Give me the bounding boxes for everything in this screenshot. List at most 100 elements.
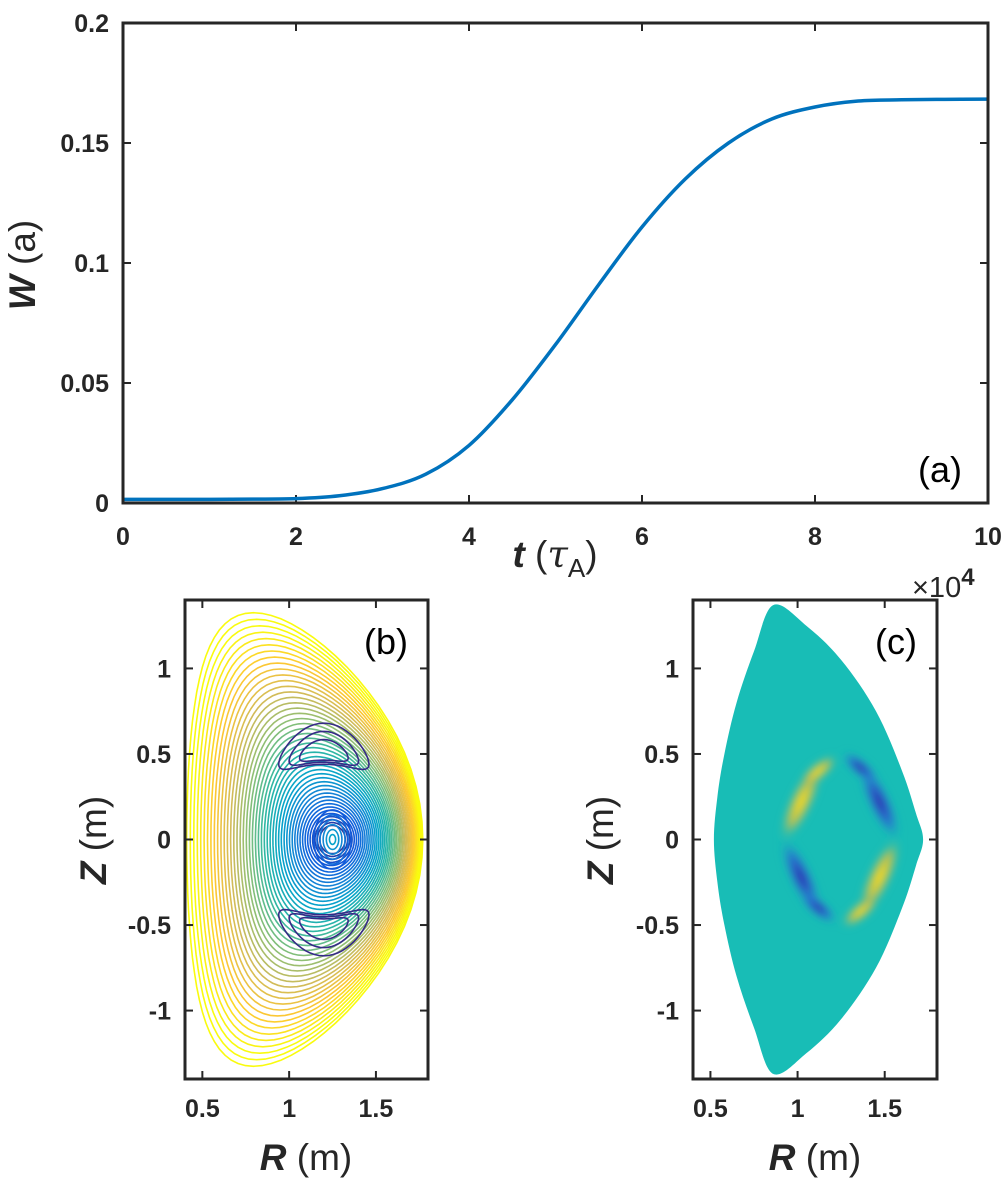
panel-b-ylabel-var: Z	[73, 860, 114, 885]
panel-a-xlabel-var: t	[512, 534, 526, 575]
panel-a-ytick-label: 0.1	[74, 250, 109, 278]
panel-b-core-contour	[328, 833, 337, 846]
panel-b-xtick-label: 0.5	[185, 1095, 220, 1123]
panel-a-x-multiplier: ×104	[912, 564, 975, 604]
panel-c-axes-frame	[691, 598, 939, 1081]
panel-a-x-multiplier-exp: 4	[961, 564, 975, 591]
panel-b: -1 -0.5 0 0.5 1 0.5 1 1.5 (b) R (m) Z (m)	[73, 598, 430, 1178]
panel-a-ylabel: W (a)	[2, 220, 43, 310]
panel-a-xtick-label: 4	[462, 523, 476, 551]
panel-c-xlabel-unit: (m)	[795, 1137, 861, 1178]
panel-c-field	[713, 604, 924, 1075]
panel-c: -1 -0.5 0 0.5 1 0.5 1 1.5 (c) R (m) Z (m)	[580, 598, 939, 1178]
panel-c-plasma-boundary	[713, 604, 924, 1075]
panel-b-flux-contour	[269, 755, 386, 924]
panel-b-island-contour	[288, 912, 360, 949]
panel-b-flux-contour	[299, 799, 364, 880]
panel-a-xtick-label: 10	[974, 523, 1002, 551]
panel-c-ytick-label: 0	[665, 827, 679, 855]
panel-c-ylabel: Z (m)	[580, 796, 621, 885]
panel-a-ytick-label: 0.2	[74, 10, 109, 38]
panel-a-series-line	[122, 97, 989, 502]
panel-b-flux-contour	[309, 812, 356, 867]
panel-b-xtick-labels: 0.5 1 1.5	[185, 1095, 393, 1123]
panel-b-flux-contour	[223, 679, 410, 1000]
panel-a-ytick-label: 0.15	[60, 130, 109, 158]
panel-b-flux-contour	[288, 784, 372, 895]
panel-a-xlabel-sub: A	[568, 553, 586, 583]
panel-a-ytick-labels: 0 0.05 0.1 0.15 0.2	[60, 10, 109, 518]
panel-b-island-contour	[277, 722, 370, 771]
panel-b-flux-contour	[192, 624, 422, 1055]
panel-c-xtick-label: 0.5	[693, 1095, 728, 1123]
panel-c-ytick-label: 0.5	[644, 741, 679, 769]
panel-b-flux-contour	[239, 707, 403, 972]
panel-c-yellow-lobe	[841, 894, 880, 929]
panel-b-tag: (b)	[364, 621, 408, 662]
panel-b-xtick-label: 1.5	[359, 1095, 394, 1123]
panel-b-flux-contour	[280, 772, 378, 907]
panel-b-core-contour	[313, 809, 353, 870]
panel-a-xtick-labels: 0 2 4 6 8 10	[116, 523, 1002, 551]
panel-a-ytick-label: 0	[95, 490, 109, 518]
panel-b-flux-contour	[242, 712, 401, 967]
panel-b-flux-contour	[254, 732, 395, 947]
panel-b-flux-contour	[311, 815, 353, 864]
panel-a-xlabel: t (τA)	[512, 533, 597, 583]
panel-a-xtick-label: 8	[808, 523, 822, 551]
panel-b-axes-frame	[183, 598, 430, 1081]
panel-b-flux-contour	[232, 696, 406, 983]
panel-a: 0 0.05 0.1 0.15 0.2 0 2 4 6 8 10 (a) t (τA) W (a)…	[2, 10, 1002, 604]
panel-c-ytick-label: -1	[657, 998, 679, 1026]
panel-b-flux-contour	[226, 685, 409, 994]
panel-b-xlabel: R (m)	[260, 1137, 352, 1178]
panel-b-ylabel: Z (m)	[73, 796, 114, 885]
panel-b-xtick-label: 1	[282, 1095, 296, 1123]
panel-b-ytick-label: 0.5	[136, 741, 171, 769]
panel-b-xlabel-var: R	[260, 1137, 287, 1178]
panel-b-ytick-label: -1	[149, 998, 171, 1026]
panel-a-xtick-label: 2	[289, 523, 303, 551]
panel-c-blue-lobe	[841, 750, 880, 785]
panel-b-flux-contour	[301, 802, 362, 877]
panel-b-flux-contour	[296, 795, 366, 884]
panel-b-core-contour	[325, 828, 340, 851]
panel-c-perturbation	[779, 750, 902, 929]
panel-a-xlabel-close: )	[585, 534, 597, 575]
panel-b-flux-contour	[274, 764, 382, 915]
panel-a-ylabel-var: W	[2, 272, 43, 310]
panel-b-flux-contour	[304, 806, 360, 873]
panel-b-flux-contour	[283, 776, 376, 903]
panel-b-flux-contour	[272, 760, 384, 919]
panel-b-flux-contour	[260, 742, 391, 937]
panel-a-ytick-label: 0.05	[60, 370, 109, 398]
panel-c-ylabel-unit: (m)	[580, 796, 621, 862]
panel-b-ylabel-unit: (m)	[73, 796, 114, 862]
panel-b-ytick-label: -0.5	[128, 912, 171, 940]
panel-b-ytick-labels: -1 -0.5 0 0.5 1	[128, 655, 171, 1025]
panel-c-blue-lobe	[799, 891, 838, 925]
panel-a-xtick-label: 6	[635, 523, 649, 551]
panel-b-flux-contour	[203, 643, 418, 1036]
panel-b-island-contour	[288, 730, 360, 767]
panel-c-xtick-label: 1	[791, 1095, 805, 1123]
panel-b-flux-contour	[291, 788, 370, 891]
panel-a-ticks	[122, 22, 989, 504]
panel-a-tag: (a)	[918, 449, 962, 490]
panel-b-flux-contour	[245, 717, 400, 962]
panel-a-xlabel-tau: τ	[547, 533, 568, 576]
panel-a-xtick-label: 0	[116, 523, 130, 551]
panel-b-core-contour	[322, 823, 343, 856]
panel-b-ytick-label: 1	[157, 655, 171, 683]
panel-b-island-contour	[277, 908, 370, 957]
panel-b-flux-contour	[251, 727, 396, 952]
panel-c-xlabel: R (m)	[769, 1137, 861, 1178]
panel-b-flux-contour	[210, 656, 416, 1023]
panel-b-xlabel-unit: (m)	[286, 1137, 352, 1178]
panel-b-flux-contour	[216, 668, 413, 1011]
panel-c-ytick-label: -0.5	[636, 912, 679, 940]
panel-c-xtick-label: 1.5	[867, 1095, 902, 1123]
panel-b-flux-contour	[213, 662, 414, 1017]
panel-b-flux-contour	[206, 650, 417, 1029]
